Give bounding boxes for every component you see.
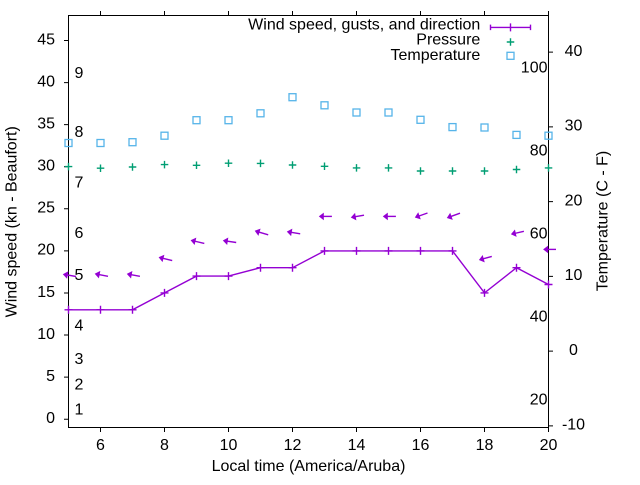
svg-text:7: 7 <box>75 174 84 191</box>
svg-text:40: 40 <box>37 73 55 90</box>
svg-text:16: 16 <box>412 437 430 454</box>
svg-text:20: 20 <box>565 192 583 209</box>
svg-text:40: 40 <box>565 43 583 60</box>
svg-text:20: 20 <box>37 242 55 259</box>
svg-text:30: 30 <box>565 118 583 135</box>
svg-text:Temperature: Temperature <box>390 47 480 64</box>
svg-text:18: 18 <box>476 437 494 454</box>
svg-text:8: 8 <box>75 124 84 141</box>
svg-text:Local time (America/Aruba): Local time (America/Aruba) <box>212 458 406 475</box>
svg-text:Wind speed, gusts, and directi: Wind speed, gusts, and direction <box>248 16 480 33</box>
svg-text:20: 20 <box>530 392 548 409</box>
svg-text:14: 14 <box>348 437 366 454</box>
svg-text:8: 8 <box>160 437 169 454</box>
svg-text:Temperature (C - F): Temperature (C - F) <box>595 151 612 291</box>
svg-text:2: 2 <box>75 376 84 393</box>
svg-text:4: 4 <box>75 317 84 334</box>
svg-text:1: 1 <box>75 402 84 419</box>
svg-text:25: 25 <box>37 200 55 217</box>
svg-text:6: 6 <box>96 437 105 454</box>
svg-text:3: 3 <box>75 351 84 368</box>
svg-text:10: 10 <box>220 437 238 454</box>
svg-text:35: 35 <box>37 115 55 132</box>
svg-text:100: 100 <box>521 60 548 77</box>
svg-text:5: 5 <box>75 267 84 284</box>
svg-text:9: 9 <box>75 65 84 82</box>
svg-text:30: 30 <box>37 158 55 175</box>
svg-text:-10: -10 <box>562 417 585 434</box>
svg-text:45: 45 <box>37 31 55 48</box>
svg-text:0: 0 <box>569 342 578 359</box>
svg-text:80: 80 <box>530 143 548 160</box>
svg-text:0: 0 <box>46 410 55 427</box>
svg-text:20: 20 <box>540 437 558 454</box>
svg-text:12: 12 <box>284 437 302 454</box>
svg-text:60: 60 <box>530 226 548 243</box>
svg-text:5: 5 <box>46 368 55 385</box>
svg-text:10: 10 <box>37 326 55 343</box>
svg-text:Wind speed (kn - Beaufort): Wind speed (kn - Beaufort) <box>4 126 21 317</box>
svg-text:10: 10 <box>565 267 583 284</box>
svg-text:15: 15 <box>37 284 55 301</box>
svg-text:Pressure: Pressure <box>416 32 480 49</box>
svg-text:40: 40 <box>530 309 548 326</box>
svg-text:6: 6 <box>75 225 84 242</box>
